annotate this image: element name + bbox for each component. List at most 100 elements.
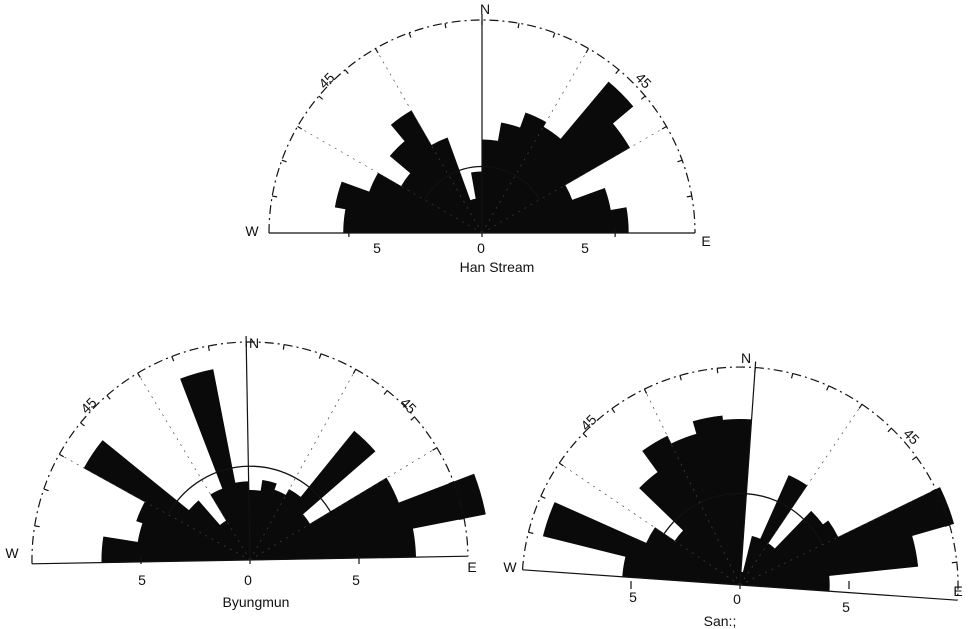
san-rim-tick	[611, 408, 616, 414]
san-rim-tick	[716, 368, 719, 374]
han-stream-rim-tick	[640, 95, 646, 100]
byungmun-frame	[31, 336, 469, 565]
san-north-label: N	[741, 350, 751, 366]
san-angle-label-left: 45	[577, 411, 599, 433]
byungmun-east-label: E	[467, 559, 476, 575]
byungmun-north-axis	[245, 336, 251, 561]
byungmun-rim-tick	[282, 344, 285, 350]
han-stream-east-label: E	[701, 233, 710, 249]
byungmun-sector-13	[249, 430, 376, 561]
byungmun-rim-tick	[383, 390, 388, 395]
san-north-axis	[739, 361, 757, 586]
san-sector-7	[692, 415, 741, 586]
san-petals	[542, 415, 955, 592]
byungmun-spoke-3	[249, 447, 438, 561]
han-stream-spoke-3	[481, 126, 667, 234]
san-rim-tick	[540, 495, 546, 499]
han-stream-outer-rim	[268, 19, 696, 234]
han-stream-sector-1	[334, 181, 483, 234]
rose-san: N W E 45 45 5 0 5 San:;	[503, 350, 962, 629]
han-stream-rim-tick	[615, 69, 620, 75]
byungmun-sector-7	[180, 369, 251, 561]
san-tick-right: 5	[842, 599, 850, 615]
san-rim-tick	[951, 561, 957, 564]
han-stream-rim-tick	[552, 32, 556, 38]
byungmun-spoke-0	[59, 454, 251, 561]
han-stream-sector-14	[481, 123, 631, 234]
byungmun-rim-tick	[43, 488, 49, 492]
byungmun-rim-tick	[207, 345, 210, 352]
han-stream-tick-center: 0	[477, 240, 485, 256]
san-rim-tick	[679, 375, 682, 381]
byungmun-petals	[83, 369, 486, 563]
han-stream-rim-tick	[408, 32, 412, 38]
byungmun-north-label: N	[249, 335, 259, 351]
han-stream-frame	[268, 14, 696, 237]
han-stream-rim-tick	[661, 125, 667, 130]
byungmun-rim-tick	[106, 395, 111, 400]
byungmun-angle-label-right: 45	[397, 394, 419, 416]
san-rim-tick	[931, 488, 937, 493]
byungmun-tick-left: 5	[138, 572, 146, 588]
byungmun-spoke-1	[137, 372, 251, 561]
han-stream-rim-tick	[686, 195, 692, 198]
byungmun-rim-tick	[448, 481, 454, 485]
byungmun-tick-right: 5	[352, 572, 360, 588]
han-stream-spoke-0	[297, 126, 483, 234]
byungmun-angle-label-left: 45	[77, 394, 99, 416]
san-title: San:;	[704, 613, 737, 629]
han-stream-spoke-2	[481, 48, 589, 234]
byungmun-rim-tick	[410, 416, 415, 421]
han-stream-sector-13	[481, 81, 634, 234]
san-angle-label-right: 45	[900, 425, 922, 447]
san-rim-tick	[790, 373, 794, 379]
san-tick-center: 0	[733, 591, 741, 607]
han-stream-rim-tick	[517, 23, 520, 29]
san-rim-tick	[911, 456, 917, 461]
byungmun-rim-tick	[34, 525, 40, 528]
byungmun-sector-4	[188, 500, 251, 561]
han-stream-petals	[334, 81, 634, 234]
han-stream-tick-left: 5	[373, 240, 381, 256]
han-stream-rim-tick	[344, 69, 349, 75]
han-stream-angle-label-right: 45	[632, 69, 654, 91]
san-rim-tick	[944, 524, 950, 527]
byungmun-rim-tick	[458, 517, 465, 520]
san-rim-tick	[858, 403, 863, 409]
san-rim-tick	[558, 462, 564, 467]
byungmun-rim-tick	[137, 372, 141, 378]
san-sector-1	[542, 502, 741, 586]
byungmun-title: Byungmun	[223, 594, 290, 610]
san-east-label: E	[953, 583, 962, 599]
han-stream-sector-6	[430, 137, 483, 234]
byungmun-rim-tick	[171, 356, 175, 362]
han-stream-spoke-1	[375, 48, 483, 234]
han-stream-rim-tick	[585, 48, 590, 54]
byungmun-rim-tick	[352, 369, 357, 374]
byungmun-west-label: W	[5, 545, 19, 561]
han-stream-rim-tick	[281, 159, 287, 163]
san-spoke-1	[644, 388, 741, 586]
rose-byungmun: N W E 45 45 5 0 5 Byungmun	[5, 335, 486, 610]
han-stream-angle-label-left: 45	[315, 69, 337, 91]
san-rim-tick	[826, 385, 830, 391]
san-rim-tick	[887, 427, 892, 433]
san-rim-tick	[528, 531, 534, 535]
san-rim-tick	[582, 433, 588, 438]
han-stream-rim-tick	[318, 95, 324, 100]
han-stream-north-label: N	[480, 1, 490, 17]
han-stream-title: Han Stream	[460, 259, 535, 275]
byungmun-rim-tick	[59, 453, 64, 458]
san-sector-2	[646, 527, 741, 586]
san-frame	[521, 361, 959, 601]
san-tick-left: 5	[629, 589, 637, 605]
han-stream-west-label: W	[245, 223, 259, 239]
san-spoke-3	[739, 489, 937, 586]
byungmun-sector-16	[249, 473, 486, 561]
byungmun-rim-tick	[80, 422, 85, 427]
byungmun-rim-tick	[432, 447, 438, 451]
san-sector-15	[739, 487, 955, 586]
byungmun-spoke-2	[249, 369, 356, 561]
han-stream-rim-tick	[677, 159, 683, 163]
